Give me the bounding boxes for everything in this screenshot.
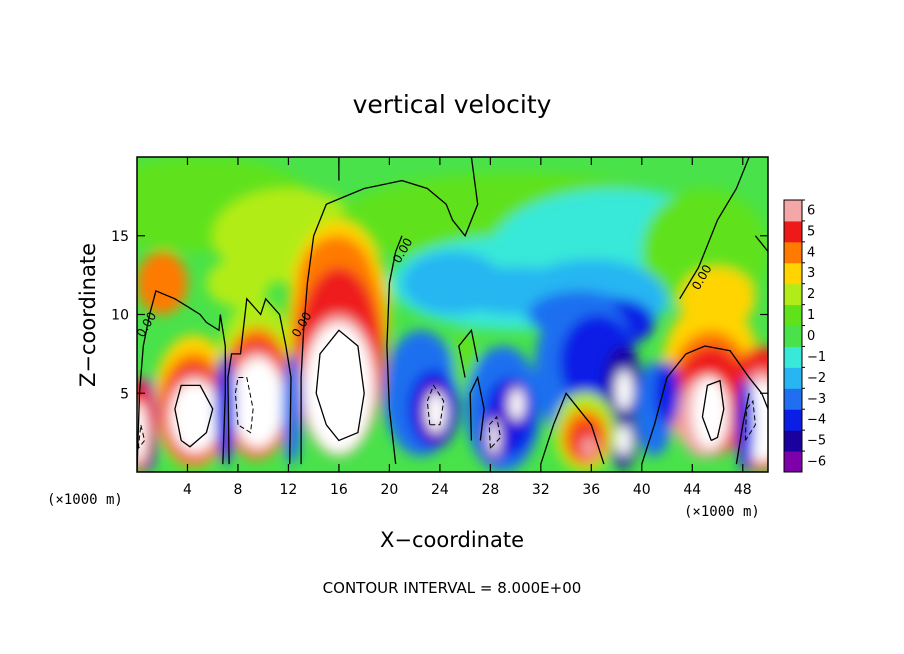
x-tick-label-10: 44 xyxy=(683,482,701,498)
colorbar-label-11: 5 xyxy=(807,224,815,239)
field-blob-43 xyxy=(489,420,500,455)
x-tick-label-1: 8 xyxy=(233,482,242,498)
zero-contour-11 xyxy=(754,235,768,252)
colorbar-label-5: −1 xyxy=(807,350,826,365)
core-contour-2 xyxy=(315,329,365,442)
zero-contour-10 xyxy=(679,157,750,300)
zero-contour-4 xyxy=(386,235,403,465)
colorbar-swatch-2 xyxy=(784,409,802,431)
colorbar-label-3: −3 xyxy=(807,392,826,407)
colorbar-swatch-3 xyxy=(784,388,802,410)
field-blob-53 xyxy=(581,435,597,458)
core-contour-3 xyxy=(701,379,725,442)
zero-contour-6 xyxy=(469,375,485,441)
zero-contour-1 xyxy=(137,290,226,472)
chart-title: vertical velocity xyxy=(353,90,552,119)
y-tick-label-1: 10 xyxy=(111,308,129,324)
colorbar-label-1: −5 xyxy=(807,434,826,449)
x-unit-label-right: (×1000 m) xyxy=(684,504,760,520)
x-axis: 4 8 12 16 20 24 28 32 36 40 44 48 xyxy=(183,157,752,498)
x-tick-label-9: 40 xyxy=(633,482,651,498)
x-tick-label-11: 48 xyxy=(734,482,752,498)
x-tick-label-2: 12 xyxy=(280,482,298,498)
x-unit-label-left: (×1000 m) xyxy=(47,492,123,508)
x-tick-label-7: 32 xyxy=(532,482,550,498)
field-blob-18 xyxy=(171,382,220,452)
x-tick-label-0: 4 xyxy=(183,482,192,498)
dashed-contour-3 xyxy=(488,415,502,449)
dashed-contour-2 xyxy=(426,384,445,426)
x-tick-label-8: 36 xyxy=(582,482,600,498)
y-axis-label: Z−coordinate xyxy=(76,243,100,387)
colorbar-label-6: 0 xyxy=(807,329,815,344)
field-blob-10 xyxy=(402,251,503,315)
colorbar-label-0: −6 xyxy=(807,455,826,470)
core-contour-1 xyxy=(174,384,214,448)
colorbar-swatch-10 xyxy=(784,241,802,264)
field-blob-12 xyxy=(137,251,188,315)
colorbar-swatch-9 xyxy=(784,262,802,285)
field-blob-49 xyxy=(616,424,632,457)
colorbar-frame xyxy=(783,199,803,473)
field-blob-47 xyxy=(615,369,633,411)
velocity-field xyxy=(137,157,768,472)
colorbar-swatch-8 xyxy=(784,283,802,306)
contour-lines xyxy=(137,157,768,472)
colorbar-swatch-0 xyxy=(784,451,802,473)
y-tick-label-2: 15 xyxy=(111,229,129,245)
x-tick-label-6: 28 xyxy=(481,482,499,498)
x-tick-label-3: 16 xyxy=(330,482,348,498)
colorbar-swatch-7 xyxy=(784,304,802,327)
colorbar-swatch-1 xyxy=(784,430,802,452)
colorbar-swatch-11 xyxy=(784,220,802,243)
zero-contour-7 xyxy=(540,392,605,465)
colorbar-swatch-12 xyxy=(784,200,802,222)
field-blob-41 xyxy=(509,388,525,421)
field-blob-31 xyxy=(282,353,303,465)
zero-contour-9 xyxy=(735,393,750,465)
zero-contour-3 xyxy=(300,157,479,465)
dashed-contour-1 xyxy=(234,377,254,434)
field-blob-66 xyxy=(137,401,148,465)
colorbar-swatch-6 xyxy=(784,325,802,347)
colorbar-label-9: 3 xyxy=(807,266,815,281)
colorbar: −6 −5 −4 −3 −2 −1 0 1 2 3 4 5 6 xyxy=(783,199,826,473)
field-blob-29 xyxy=(304,323,373,454)
field-blob-36 xyxy=(425,391,447,433)
colorbar-label-7: 1 xyxy=(807,308,815,323)
colorbar-label-2: −4 xyxy=(807,413,826,428)
colorbar-swatch-5 xyxy=(784,346,802,368)
dashed-contour-5 xyxy=(137,424,146,449)
dashed-contour-4 xyxy=(744,399,756,441)
field-blob-64 xyxy=(736,377,755,472)
colorbar-label-12: 6 xyxy=(807,203,815,218)
y-axis: 5 10 15 xyxy=(111,229,768,402)
colorbar-label-10: 4 xyxy=(807,245,815,260)
field-blob-13 xyxy=(206,259,270,307)
colorbar-label-4: −2 xyxy=(807,371,826,386)
zero-contour-5 xyxy=(458,328,479,378)
x-tick-label-5: 24 xyxy=(431,482,449,498)
colorbar-label-8: 2 xyxy=(807,287,815,302)
y-tick-label-0: 5 xyxy=(120,386,129,402)
zero-contour-2 xyxy=(227,297,292,465)
contour-interval-note: CONTOUR INTERVAL = 8.000E+00 xyxy=(323,579,582,597)
zero-contour-8 xyxy=(641,345,768,465)
x-axis-label: X−coordinate xyxy=(380,528,524,552)
field-blob-23 xyxy=(232,358,284,447)
field-blob-60 xyxy=(654,361,680,425)
x-tick-label-4: 20 xyxy=(380,482,398,498)
colorbar-swatch-4 xyxy=(784,367,802,389)
